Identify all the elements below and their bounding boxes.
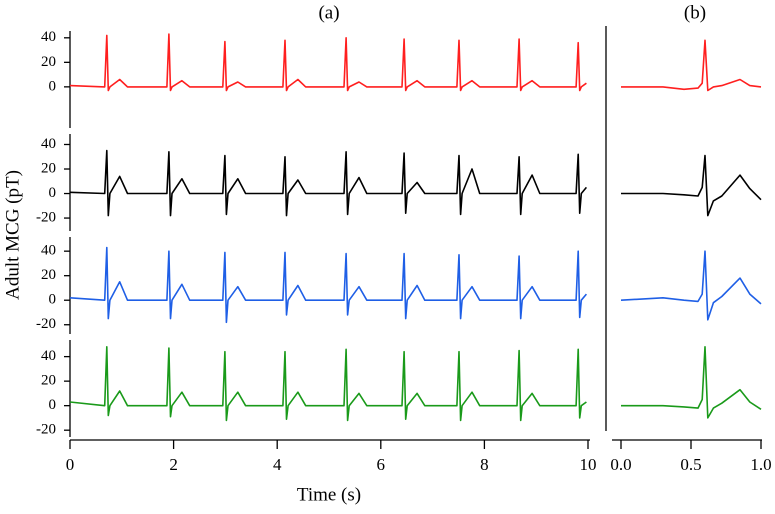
- x-tick-label: 6: [377, 455, 386, 474]
- trace: [621, 39, 762, 92]
- trace: [69, 33, 587, 92]
- x-tick-label: 0: [66, 455, 75, 474]
- x-tick-label: 4: [273, 455, 282, 474]
- trace: [69, 246, 588, 324]
- y-tick-label: 20: [41, 54, 56, 70]
- y-tick-label: 20: [41, 160, 56, 176]
- trace: [69, 149, 588, 217]
- panel-title: (b): [684, 2, 706, 23]
- x-axis-label: Time (s): [297, 484, 361, 505]
- trace: [621, 346, 762, 419]
- trace: [69, 346, 587, 422]
- panel-title: (a): [318, 2, 339, 23]
- x-tick-label: 10: [580, 455, 597, 474]
- y-tick-label: -20: [36, 209, 56, 225]
- y-tick-label: 40: [41, 348, 56, 364]
- y-tick-label: 40: [41, 29, 56, 45]
- y-tick-label: 0: [49, 292, 57, 308]
- trace: [621, 154, 762, 217]
- x-tick-label: 2: [169, 455, 178, 474]
- y-tick-label: 0: [49, 397, 57, 413]
- y-tick-label: 0: [49, 185, 57, 201]
- x-tick-label: 0.5: [680, 455, 701, 474]
- y-tick-label: -20: [36, 316, 56, 332]
- y-tick-label: 20: [41, 373, 56, 389]
- x-tick-label: 0.0: [610, 455, 631, 474]
- trace: [620, 250, 762, 321]
- y-tick-label: 0: [49, 78, 57, 94]
- x-tick-label: 1.0: [750, 455, 771, 474]
- y-tick-label: -20: [36, 422, 56, 438]
- y-tick-label: 20: [41, 267, 56, 283]
- x-tick-label: 8: [480, 455, 489, 474]
- y-tick-label: 40: [41, 136, 56, 152]
- y-axis-label: Adult MCG (pT): [2, 170, 23, 300]
- y-tick-label: 40: [41, 243, 56, 259]
